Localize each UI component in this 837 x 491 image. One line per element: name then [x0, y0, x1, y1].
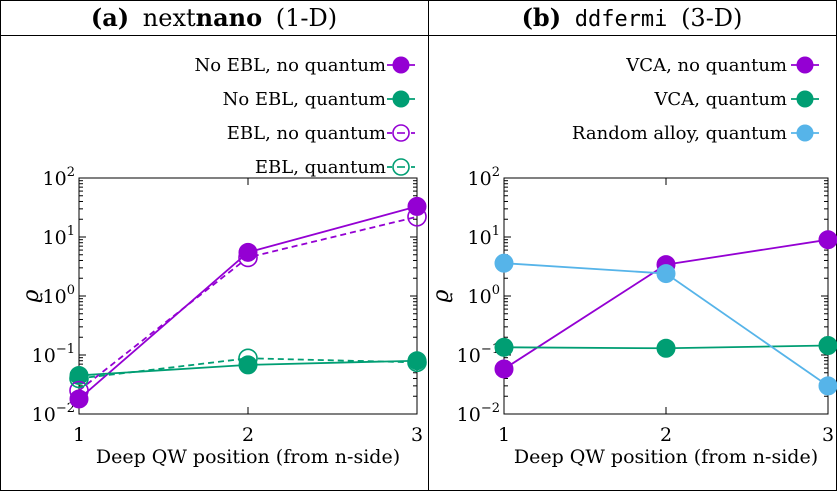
x-tick-label: 3 — [411, 424, 423, 446]
series-3-point — [656, 264, 676, 284]
panel-a-label: (a) — [91, 3, 129, 32]
y-tick-label: 10−1 — [32, 342, 75, 367]
series-3-point — [69, 380, 89, 401]
y-tick-label: 10−1 — [457, 342, 500, 367]
legend-marker — [796, 124, 814, 142]
panel-a-chart: 102 101 100 10−1 10−21 2 3 Deep QW position (fr… — [19, 55, 427, 468]
legend-label: VCA, no quantum — [625, 55, 787, 76]
panel-a-title-plain: next — [143, 4, 196, 32]
x-tick-label: 3 — [822, 424, 834, 446]
y-tick-label: 10−2 — [457, 401, 500, 426]
panel-b-header: (b) ddfermi (3-D) — [522, 3, 743, 32]
x-tick-label: 1 — [498, 424, 510, 446]
panel-b-title-mono: ddfermi — [575, 7, 668, 32]
legend-marker — [796, 56, 814, 74]
y-tick-label: 100 — [468, 283, 500, 308]
x-axis-label: Deep QW position (from n-side) — [96, 446, 400, 468]
legend-label: Random alloy, quantum — [572, 123, 787, 144]
series-4-point — [69, 368, 89, 389]
series-2-point — [494, 337, 514, 357]
legend-label: No EBL, quantum — [223, 89, 386, 110]
y-tick-label: 101 — [468, 224, 500, 249]
series-4-point — [407, 352, 427, 373]
legend-label: No EBL, no quantum — [194, 55, 386, 76]
series-2-point — [818, 335, 837, 355]
panel-b-title-suffix: (3-D) — [681, 4, 742, 32]
legend-marker — [392, 90, 410, 108]
series-3-point — [494, 253, 514, 273]
y-axis-label: ϱ — [429, 289, 454, 302]
legend-label: EBL, no quantum — [227, 123, 386, 144]
series-4-point — [238, 348, 258, 369]
x-axis-label: Deep QW position (from n-side) — [514, 446, 818, 468]
y-tick-label: 100 — [43, 283, 75, 308]
plot-frame — [503, 177, 829, 415]
x-tick-label: 2 — [242, 424, 254, 446]
legend-marker — [392, 56, 410, 74]
series-1-point — [407, 196, 427, 216]
series-3-point — [818, 376, 837, 396]
x-tick-label: 2 — [660, 424, 672, 446]
series-3-point — [407, 206, 427, 227]
legend-label: EBL, quantum — [255, 157, 386, 178]
series-2-point — [656, 338, 676, 358]
panel-a-header: (a) nextnano (1-D) — [91, 3, 337, 32]
series-2-point — [407, 351, 427, 371]
series-1-point — [818, 230, 837, 250]
panel-a-title-suffix: (1-D) — [276, 4, 337, 32]
legend-marker — [796, 90, 814, 108]
series-2-point — [238, 355, 258, 375]
x-tick-label: 1 — [73, 424, 85, 446]
series-1-point — [238, 242, 258, 262]
y-tick-label: 102 — [43, 165, 75, 190]
panel-b-label: (b) — [522, 3, 562, 32]
series-3-point — [238, 247, 258, 268]
y-axis-label: ϱ — [19, 289, 44, 302]
panel-a-title-bold: nano — [196, 3, 262, 32]
y-tick-label: 10−2 — [32, 401, 75, 426]
plot-frame — [78, 177, 418, 415]
y-tick-label: 102 — [468, 165, 500, 190]
legend-label: VCA, quantum — [653, 89, 787, 110]
series-1-point — [494, 359, 514, 379]
y-tick-label: 101 — [43, 224, 75, 249]
